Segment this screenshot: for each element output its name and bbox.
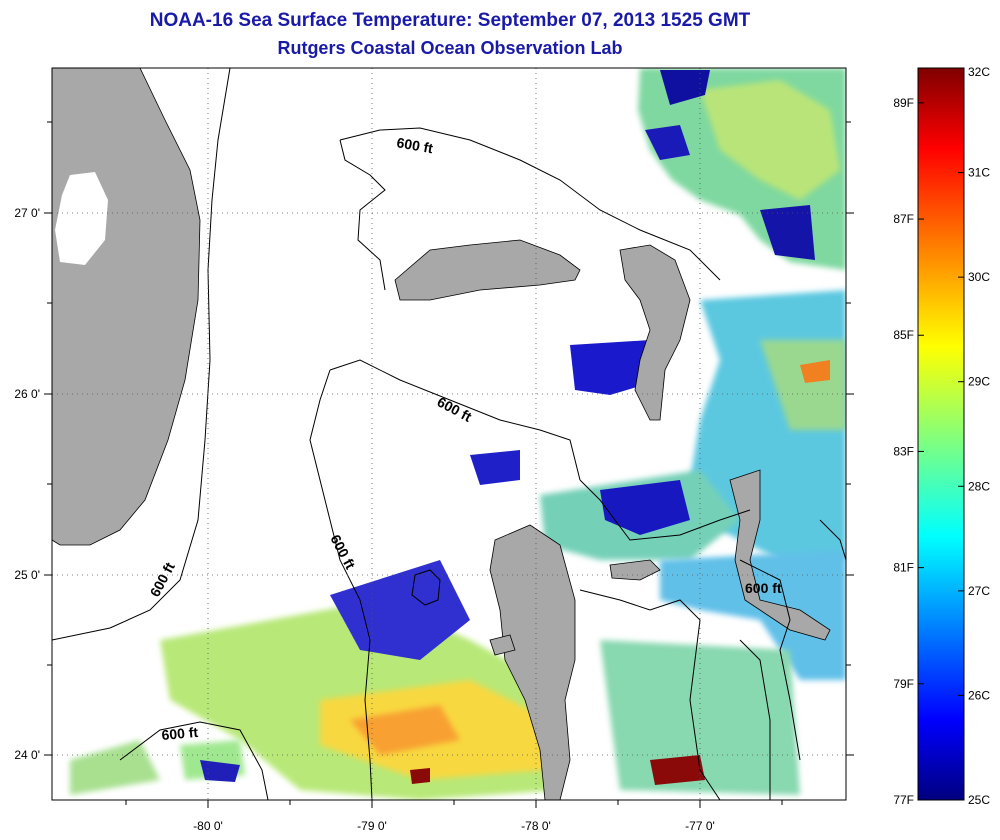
isobath-line: [819, 519, 846, 561]
map-subtitle: Rutgers Coastal Ocean Observation Lab: [277, 38, 623, 58]
colorbar-celsius-label: 26C: [968, 688, 990, 702]
isobath-line: [309, 369, 373, 800]
colorbar-celsius-label: 30C: [968, 270, 990, 284]
cloud-patch: [55, 172, 108, 265]
lon-tick-label: -79 0': [357, 819, 387, 833]
lon-tick-label: -77 0': [685, 819, 715, 833]
colorbar-celsius-label: 28C: [968, 479, 990, 493]
sst-patch: [200, 760, 240, 782]
land-grand-bahama: [394, 239, 581, 301]
sst-patch: [70, 740, 160, 795]
sst-patch: [660, 550, 846, 680]
isobath-line: [579, 589, 721, 800]
sst-patch: [660, 70, 710, 105]
sst-patch: [645, 125, 690, 160]
land-islet: [489, 634, 516, 656]
isobath-line: [52, 68, 231, 641]
map-ticks: [44, 121, 854, 808]
map-gridlines: [52, 68, 846, 800]
colorbar: 32C 31C 30C 29C 28C 27C 26C 25C 89F 87F 85F 83F 81F 7…: [893, 65, 990, 807]
land-abaco: [619, 244, 691, 421]
sst-patch: [700, 80, 840, 200]
lat-tick-label: 24 0': [14, 748, 40, 762]
sst-patch: [350, 705, 460, 755]
colorbar-fahrenheit-label: 83F: [893, 444, 914, 458]
lon-tick-label: -80 0': [193, 819, 223, 833]
map-area: 600 ft 600 ft 600 ft 600 ft 600 ft 600 f…: [52, 68, 846, 800]
land-andros: [489, 524, 576, 800]
contour-label: 600 ft: [745, 580, 782, 596]
map-title: NOAA-16 Sea Surface Temperature: Septemb…: [149, 10, 751, 31]
colorbar-gradient: [917, 67, 965, 801]
sst-patch: [800, 360, 830, 383]
colorbar-celsius-label: 29C: [968, 375, 990, 389]
colorbar-fahrenheit-label: 77F: [893, 793, 914, 807]
sst-patch: [470, 450, 520, 485]
contour-label: 600 ft: [395, 134, 434, 156]
lat-tick-label: 27 0': [14, 206, 40, 220]
lat-tick-label: 25 0': [14, 568, 40, 582]
isobath-line: [119, 721, 269, 800]
isobath-line: [579, 479, 751, 541]
sst-patch: [600, 480, 690, 535]
colorbar-celsius-label: 27C: [968, 584, 990, 598]
sst-patch: [760, 205, 815, 260]
colorbar-fahrenheit-label: 89F: [893, 96, 914, 110]
colorbar-celsius-label: 31C: [968, 166, 990, 180]
contour-label: 600 ft: [161, 724, 199, 743]
isobath-line: [739, 559, 801, 761]
colorbar-fahrenheit-label: 79F: [893, 677, 914, 691]
isobath-line: [329, 359, 581, 481]
colorbar-celsius-label: 25C: [968, 793, 990, 807]
colorbar-fahrenheit-label: 87F: [893, 212, 914, 226]
sst-data-layer: [70, 68, 846, 800]
sst-patch: [410, 768, 430, 784]
isobath-line: [411, 569, 441, 606]
land-eleuthera: [729, 469, 831, 641]
isobath-line: [739, 639, 771, 800]
lat-tick-label: 26 0': [14, 387, 40, 401]
isobath-line: [339, 127, 721, 281]
isobath-line: [339, 139, 386, 291]
sst-patch: [330, 560, 470, 660]
colorbar-fahrenheit-label: 85F: [893, 328, 914, 342]
sst-patch: [650, 755, 705, 785]
map-frame: [51, 67, 847, 801]
sst-patch: [600, 640, 800, 795]
colorbar-celsius-label: 32C: [968, 65, 990, 79]
colorbar-fahrenheit-label: 81F: [893, 561, 914, 575]
lon-tick-label: -78 0': [521, 819, 551, 833]
isobath-600ft: [52, 68, 846, 800]
